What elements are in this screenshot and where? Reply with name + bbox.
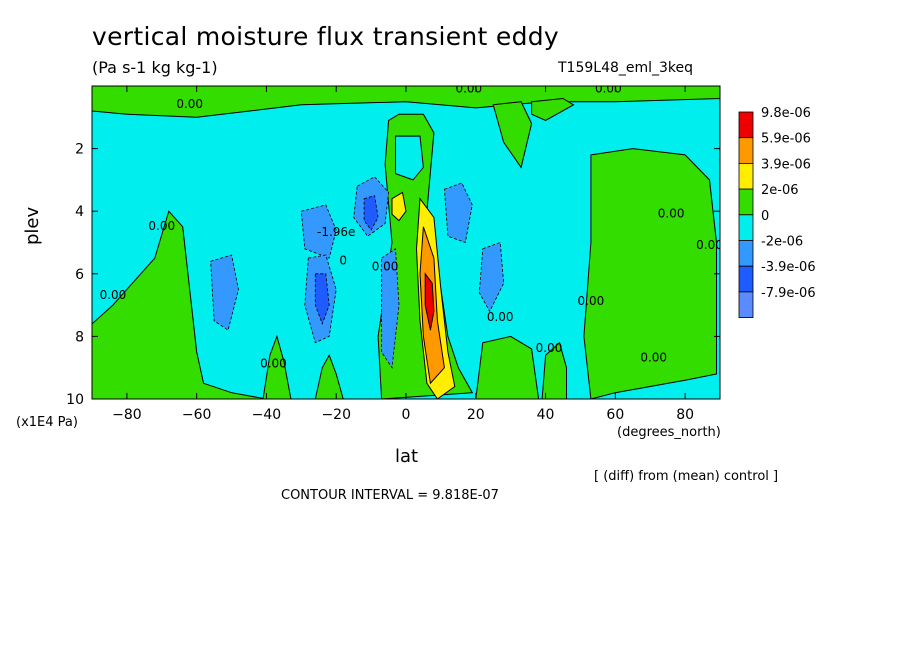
legend-label: -3.9e-06 <box>761 260 816 275</box>
y-tick-label: 10 <box>66 392 84 408</box>
contour-region-pos1 <box>391 191 407 222</box>
legend-swatch <box>738 265 754 293</box>
contour-region-background <box>395 135 424 181</box>
contour-label: 0.00 <box>176 97 203 111</box>
legend-swatch <box>738 291 754 318</box>
contour-region-weak_pos <box>92 210 267 399</box>
y-axis: 2 4 6 8 10 <box>66 142 720 408</box>
contour-region-neg2 <box>314 273 330 326</box>
contour-region-neg1 <box>210 254 239 331</box>
contour-label: 0.00 <box>148 219 175 233</box>
contour-region-neg1 <box>443 182 473 244</box>
y-tick-label: 6 <box>75 267 84 283</box>
diff-note: [ (diff) from (mean) control ] <box>594 469 779 484</box>
x-tick-label: −60 <box>182 407 212 423</box>
contour-region-neg1 <box>300 204 337 259</box>
legend-label: 3.9e-06 <box>761 157 811 172</box>
legend-label: 9.8e-06 <box>761 106 811 121</box>
contour-label: 0.00 <box>455 81 482 95</box>
contour-region-weak_pos <box>541 341 567 399</box>
contour-label: 0 <box>339 253 347 267</box>
x-tick-label: 40 <box>537 407 555 423</box>
contour-region-weak_pos <box>314 354 344 399</box>
contour-label: 0.00 <box>260 357 287 371</box>
y-tick-label: 8 <box>75 329 84 345</box>
contour-label: 0.00 <box>487 310 514 324</box>
contour-label: -1.96e <box>317 225 355 239</box>
color-legend: 9.8e-06 5.9e-06 3.9e-06 2e-06 0 -2e-06 -3.9e-0… <box>738 106 816 318</box>
contour-label: 0.00 <box>658 206 685 220</box>
y-axis-label: plev <box>22 206 43 245</box>
contour-region-neg1 <box>478 241 505 313</box>
x-tick-label: −40 <box>252 407 282 423</box>
contour-region-weak_pos <box>583 148 717 399</box>
contour-region-weak_pos <box>92 86 720 118</box>
x-tick-label: 0 <box>402 407 411 423</box>
x-tick-label: −20 <box>321 407 351 423</box>
y-tick-label: 4 <box>75 204 84 220</box>
contour-label: 0.00 <box>372 260 399 274</box>
contour-region-weak_pos <box>492 101 533 169</box>
contour-label: 0.00 <box>696 238 723 252</box>
legend-swatch <box>738 188 754 216</box>
contour-region-strong_pos <box>424 272 435 331</box>
contour-label: 0.00 <box>100 288 127 302</box>
legend-swatch <box>738 240 754 267</box>
legend-label: 0 <box>761 209 769 224</box>
contour-region-neg1 <box>381 248 400 369</box>
chart-units: (Pa s-1 kg kg-1) <box>92 58 218 77</box>
legend-swatch <box>738 137 754 164</box>
contour-region-weak_pos <box>262 334 292 399</box>
chart-title: vertical moisture flux transient eddy <box>92 22 560 51</box>
contour-region-weak_pos <box>475 335 540 399</box>
legend-label: 2e-06 <box>761 183 799 198</box>
contour-regions <box>92 86 720 399</box>
contour-interval: CONTOUR INTERVAL = 9.818E-07 <box>281 488 499 503</box>
legend-swatch <box>738 111 754 139</box>
x-tick-label: −80 <box>112 407 142 423</box>
legend-label: 5.9e-06 <box>761 132 811 147</box>
contour-labels: 0.00 0.00 0.00 0.00 0.00 0.00 -1.96e 0 0.00 0.00 0… <box>100 81 723 371</box>
contour-region-weak_pos <box>531 97 575 121</box>
legend-swatch <box>738 162 754 190</box>
contour-label: 0.00 <box>578 294 605 308</box>
y-axis-units: (x1E4 Pa) <box>16 415 78 430</box>
run-name: T159L48_eml_3keq <box>558 60 694 76</box>
x-tick-label: 60 <box>606 407 624 423</box>
x-axis: −80 −60 −40 −20 0 20 40 60 80 <box>112 86 694 423</box>
y-tick-label: 2 <box>75 142 84 158</box>
legend-label: -2e-06 <box>761 235 803 250</box>
legend-label: -7.9e-06 <box>761 286 816 301</box>
contour-label: 0.00 <box>536 341 563 355</box>
contour-label: 0.00 <box>595 81 622 95</box>
x-tick-label: 20 <box>467 407 485 423</box>
x-axis-label: lat <box>395 446 419 467</box>
x-axis-units: (degrees_north) <box>617 425 721 440</box>
contour-label: 0.00 <box>640 350 667 364</box>
x-tick-label: 80 <box>676 407 694 423</box>
contour-region-neg2 <box>363 195 379 231</box>
legend-swatch <box>738 214 754 241</box>
